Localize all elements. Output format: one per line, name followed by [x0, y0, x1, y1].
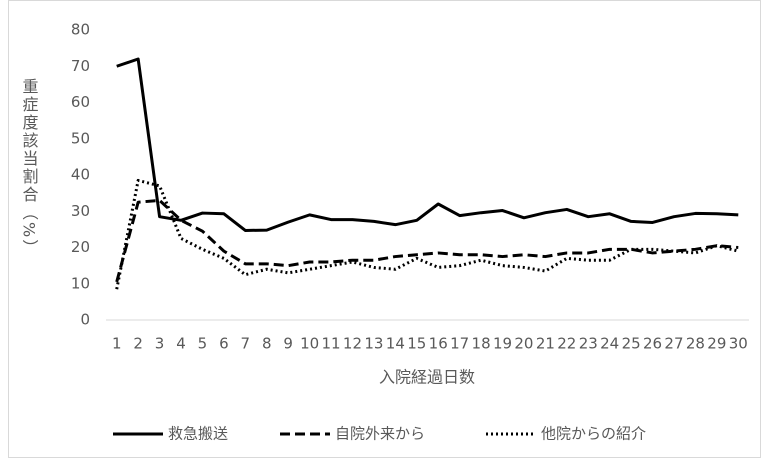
x-tick-label: 2: [133, 335, 143, 353]
y-tick-label: 10: [71, 274, 90, 292]
x-tick-label: 19: [493, 335, 512, 353]
x-tick-label: 5: [198, 335, 208, 353]
x-tick-label: 24: [600, 335, 619, 353]
x-tick-label: 6: [219, 335, 229, 353]
x-tick-label: 21: [536, 335, 555, 353]
y-tick-label: 30: [71, 202, 90, 220]
x-tick-label: 1: [112, 335, 122, 353]
x-tick-label: 28: [686, 335, 705, 353]
x-tick-label: 11: [322, 335, 341, 353]
y-tick-label: 80: [71, 21, 90, 39]
series-line: [115, 198, 739, 283]
x-tick-label: 8: [262, 335, 272, 353]
y-tick-label: 0: [80, 311, 90, 329]
x-tick-label: 15: [407, 335, 426, 353]
x-tick-label: 4: [176, 335, 186, 353]
x-tick-label: 17: [450, 335, 469, 353]
x-tick-label: 20: [514, 335, 533, 353]
y-axis-label: 重症度該当割合（%）: [20, 78, 39, 257]
x-tick-label: 3: [155, 335, 165, 353]
x-tick-label: 14: [386, 335, 405, 353]
x-tick-label: 12: [343, 335, 362, 353]
x-tick-label: 18: [472, 335, 491, 353]
x-axis-label: 入院経過日数: [379, 368, 475, 387]
x-tick-label: 26: [643, 335, 662, 353]
y-tick-label: 70: [71, 57, 90, 75]
x-tick-label: 30: [729, 335, 748, 353]
legend-label: 救急搬送: [168, 425, 228, 443]
x-tick-label: 22: [557, 335, 576, 353]
x-tick-label: 10: [300, 335, 319, 353]
x-tick-label: 7: [241, 335, 251, 353]
x-tick-label: 29: [707, 335, 726, 353]
x-tick-label: 25: [622, 335, 641, 353]
y-tick-label: 60: [71, 93, 90, 111]
series-line: [116, 57, 739, 232]
x-tick-label: 9: [283, 335, 293, 353]
y-tick-label: 50: [71, 129, 90, 147]
x-tick-label: 27: [664, 335, 683, 353]
x-tick-label: 16: [429, 335, 448, 353]
legend-label: 自院外来から: [335, 425, 425, 443]
y-tick-label: 40: [71, 166, 90, 184]
x-tick-label: 23: [579, 335, 598, 353]
legend-label: 他院からの紹介: [541, 425, 646, 443]
chart-frame: [8, 0, 761, 458]
x-tick-label: 13: [364, 335, 383, 353]
y-tick-label: 20: [71, 238, 90, 256]
